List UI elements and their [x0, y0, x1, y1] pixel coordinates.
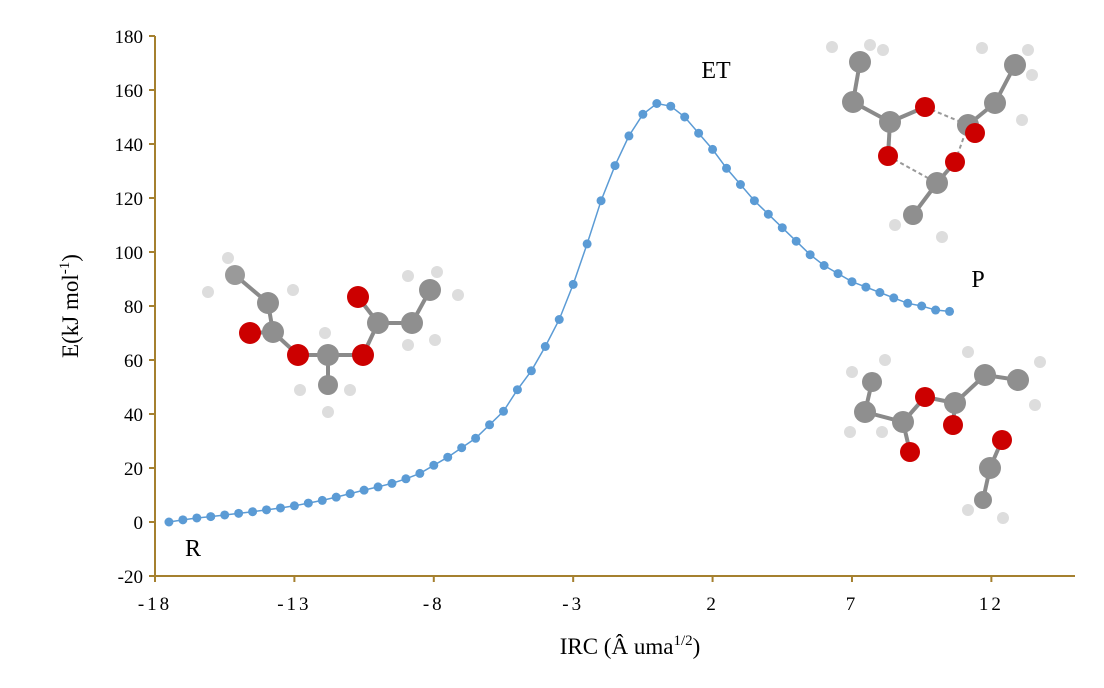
molecule-product — [844, 346, 1046, 524]
data-point — [708, 145, 717, 154]
annotation: ET — [701, 58, 731, 84]
data-point — [332, 493, 341, 502]
data-point — [374, 482, 383, 491]
data-point — [875, 288, 884, 297]
x-tick-label: -3 — [562, 594, 584, 615]
x-axis-title: IRC (Â uma1/2) — [560, 633, 701, 659]
data-point — [360, 486, 369, 495]
molecule-reactant — [202, 252, 464, 418]
data-point — [945, 307, 954, 316]
molecule-transition-state — [826, 39, 1038, 243]
y-tick-label: 140 — [115, 135, 144, 156]
y-tick-label: 40 — [124, 405, 143, 426]
annotation: P — [971, 267, 984, 293]
y-tick-label: 100 — [115, 243, 144, 264]
y-tick-label: -20 — [118, 567, 143, 588]
x-tick-label: 12 — [979, 594, 1004, 615]
data-point — [903, 299, 912, 308]
data-point — [220, 510, 229, 519]
data-point — [778, 223, 787, 232]
data-point — [164, 518, 173, 527]
data-point — [694, 129, 703, 138]
data-point — [541, 342, 550, 351]
data-point — [638, 110, 647, 119]
data-point — [248, 507, 257, 516]
data-point — [806, 250, 815, 259]
data-point — [276, 503, 285, 512]
x-tick-label: 2 — [706, 594, 719, 615]
data-point — [861, 283, 870, 292]
y-tick-label: 60 — [124, 351, 143, 372]
x-tick-label: -13 — [277, 594, 311, 615]
data-point — [290, 501, 299, 510]
data-point — [931, 306, 940, 315]
data-point — [847, 277, 856, 286]
y-tick-label: 20 — [124, 459, 143, 480]
data-point — [318, 496, 327, 505]
data-point — [750, 196, 759, 205]
y-axis-title: E(kJ mol-1) — [57, 254, 83, 358]
data-point — [192, 513, 201, 522]
data-point — [666, 102, 675, 111]
data-point — [429, 461, 438, 470]
x-tick-label: 7 — [846, 594, 859, 615]
data-point — [569, 280, 578, 289]
data-point — [624, 131, 633, 140]
data-point — [792, 237, 801, 246]
data-point — [722, 164, 731, 173]
data-point — [736, 180, 745, 189]
data-point — [652, 99, 661, 108]
chart: ET R P IRC (Â uma1/2) E(kJ mol-1) -20 0 20… — [0, 0, 1104, 688]
y-tick-label: 80 — [124, 297, 143, 318]
data-point — [499, 407, 508, 416]
data-point — [889, 293, 898, 302]
data-point — [234, 509, 243, 518]
data-point — [764, 210, 773, 219]
data-point — [820, 261, 829, 270]
data-point — [583, 239, 592, 248]
y-tick-label: 180 — [115, 27, 144, 48]
data-point — [457, 443, 466, 452]
y-tick-label: 160 — [115, 81, 144, 102]
data-point — [471, 434, 480, 443]
data-point — [401, 474, 410, 483]
data-point — [387, 479, 396, 488]
data-point — [206, 512, 215, 521]
data-point — [611, 161, 620, 170]
data-point — [555, 315, 564, 324]
y-tick-label: 0 — [134, 513, 144, 534]
data-point — [346, 489, 355, 498]
x-tick-label: -18 — [138, 594, 172, 615]
annotation: R — [185, 536, 201, 562]
data-point — [513, 385, 522, 394]
data-line — [169, 104, 950, 523]
data-point — [178, 515, 187, 524]
data-point — [597, 196, 606, 205]
data-point — [680, 113, 689, 122]
data-point — [527, 366, 536, 375]
data-point — [415, 469, 424, 478]
data-point — [917, 302, 926, 311]
data-point — [443, 453, 452, 462]
data-point — [304, 499, 313, 508]
x-tick-label: -8 — [423, 594, 445, 615]
data-point — [262, 505, 271, 514]
data-point — [834, 269, 843, 278]
data-point — [485, 420, 494, 429]
y-tick-label: 120 — [115, 189, 144, 210]
